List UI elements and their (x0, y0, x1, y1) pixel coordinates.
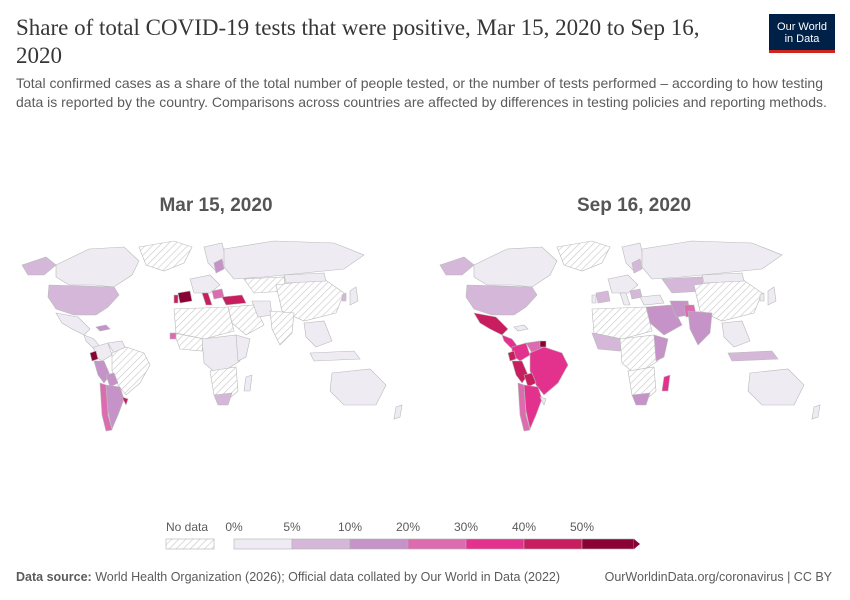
norway-sweden[interactable] (631, 258, 643, 274)
spain[interactable] (595, 290, 611, 304)
color-legend: No data 0% 5% 10% 20% 30% 40% 50% (165, 520, 640, 550)
indonesia[interactable] (309, 350, 361, 362)
owid-logo[interactable]: Our World in Data (769, 14, 835, 53)
legend-bin-1[interactable] (291, 538, 351, 550)
senegal[interactable] (169, 332, 177, 340)
argentina[interactable] (105, 384, 125, 430)
world-map-mar-15[interactable] (14, 235, 414, 440)
alaska[interactable] (21, 256, 57, 276)
source-label: Data source: (16, 570, 92, 584)
caribbean[interactable] (513, 324, 529, 332)
map-title-sep-16: Sep 16, 2020 (576, 195, 692, 216)
portugal[interactable] (173, 294, 179, 304)
turkey[interactable] (639, 294, 665, 306)
western-europe[interactable] (607, 274, 639, 294)
legend-bin-0[interactable] (233, 538, 293, 550)
greenland[interactable] (556, 240, 611, 272)
canada[interactable] (473, 246, 558, 288)
legend-tick-label-2: 10% (338, 520, 362, 534)
ecuador[interactable] (89, 350, 99, 362)
legend-tick-label-6: 50% (570, 520, 594, 534)
peru[interactable] (511, 360, 529, 384)
north-africa[interactable] (591, 306, 653, 340)
ecuador[interactable] (507, 350, 517, 362)
source-text: World Health Organization (2026); Offici… (95, 570, 561, 584)
legend-bin-5[interactable] (523, 538, 583, 550)
new-zealand[interactable] (393, 404, 403, 420)
chart-title: Share of total COVID-19 tests that were … (16, 15, 700, 68)
turkey[interactable] (221, 294, 247, 306)
alaska[interactable] (439, 256, 475, 276)
legend-bin-2[interactable] (349, 538, 409, 550)
norway-sweden[interactable] (213, 258, 225, 274)
legend-bins (233, 538, 640, 550)
mexico[interactable] (473, 312, 509, 336)
peru[interactable] (93, 360, 111, 384)
italy[interactable] (619, 292, 631, 306)
uruguay[interactable] (539, 396, 547, 406)
east-africa[interactable] (653, 334, 669, 362)
south-africa[interactable] (631, 392, 651, 406)
mongolia[interactable] (283, 272, 327, 284)
madagascar[interactable] (661, 374, 671, 392)
usa[interactable] (47, 284, 120, 316)
legend-tick-label-5: 40% (512, 520, 536, 534)
southeast-asia[interactable] (721, 320, 751, 348)
bolivia[interactable] (523, 372, 537, 388)
greenland[interactable] (138, 240, 193, 272)
spain[interactable] (177, 290, 193, 304)
chart-subtitle: Total confirmed cases as a share of the … (16, 75, 827, 110)
west-africa[interactable] (591, 332, 623, 352)
bolivia[interactable] (105, 372, 119, 388)
logo-line-2: in Data (784, 33, 820, 45)
mexico[interactable] (55, 312, 91, 336)
logo-line-1: Our World (777, 21, 827, 33)
footer-source: Data source: World Health Organization (… (16, 570, 560, 584)
footer-credit[interactable]: OurWorldinData.org/coronavirus | CC BY (604, 570, 832, 584)
australia[interactable] (329, 368, 387, 406)
russia[interactable] (223, 240, 365, 280)
portugal[interactable] (591, 294, 597, 304)
legend-bin-6[interactable] (581, 538, 635, 550)
mongolia[interactable] (701, 272, 745, 284)
uruguay[interactable] (121, 396, 129, 406)
legend-tick-label-3: 20% (396, 520, 420, 534)
new-zealand[interactable] (811, 404, 821, 420)
southeast-asia[interactable] (303, 320, 333, 348)
east-africa[interactable] (235, 334, 251, 362)
legend-tick-label-1: 5% (283, 520, 301, 534)
russia[interactable] (641, 240, 783, 280)
korea[interactable] (759, 292, 765, 302)
legend-bin-3[interactable] (407, 538, 467, 550)
world-map-sep-16[interactable] (432, 235, 832, 440)
indonesia[interactable] (727, 350, 779, 362)
legend-arrow-tip (634, 539, 640, 549)
caribbean[interactable] (95, 324, 111, 332)
guyana[interactable] (539, 340, 547, 348)
legend-tick-label-4: 30% (454, 520, 478, 534)
map-title-mar-15: Mar 15, 2020 (159, 195, 273, 216)
legend-bin-4[interactable] (465, 538, 525, 550)
italy[interactable] (201, 292, 213, 306)
north-africa[interactable] (173, 306, 235, 340)
canada[interactable] (55, 246, 140, 288)
usa[interactable] (465, 284, 538, 316)
legend-tick-label-0: 0% (225, 520, 243, 534)
japan[interactable] (767, 286, 777, 306)
japan[interactable] (349, 286, 359, 306)
australia[interactable] (747, 368, 805, 406)
legend-no-data-swatch[interactable] (165, 538, 215, 550)
india[interactable] (269, 310, 295, 346)
legend-ticks: 0% 5% 10% 20% 30% 40% 50% (225, 520, 594, 534)
west-africa[interactable] (173, 332, 205, 352)
korea[interactable] (341, 292, 347, 302)
south-africa[interactable] (213, 392, 233, 406)
india[interactable] (687, 310, 713, 346)
legend-no-data-label: No data (166, 520, 208, 534)
argentina[interactable] (523, 384, 543, 430)
western-europe[interactable] (189, 274, 221, 294)
madagascar[interactable] (243, 374, 253, 392)
